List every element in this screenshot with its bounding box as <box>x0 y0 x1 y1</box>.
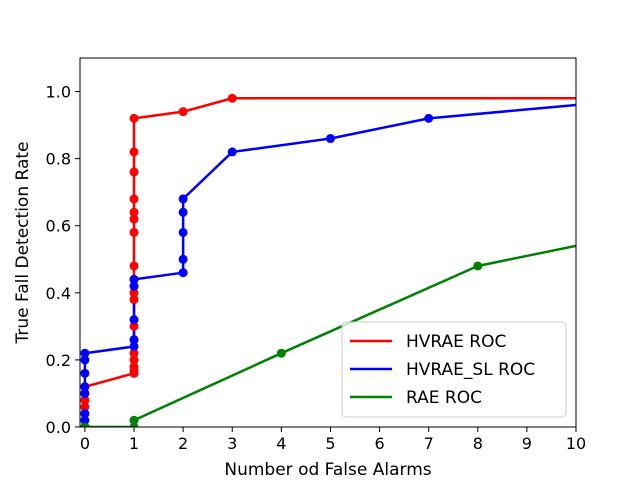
series-1-point <box>178 107 188 117</box>
series-1-point <box>129 214 139 224</box>
x-tick-label: 2 <box>178 434 188 453</box>
series-2-point <box>178 194 188 204</box>
series-2-point <box>178 268 188 278</box>
series-1-point <box>129 194 139 204</box>
legend-label-3: RAE ROC <box>406 388 482 408</box>
series-2-point <box>129 315 139 325</box>
series-1-point <box>129 113 139 123</box>
series-1-point <box>129 288 139 298</box>
series-2-point <box>178 207 188 217</box>
series-2-point <box>178 227 188 237</box>
legend-label-2: HVRAE_SL ROC <box>406 360 535 380</box>
x-tick-label: 0 <box>80 434 90 453</box>
series-line-3 <box>84 244 576 427</box>
series-1-point <box>129 295 139 305</box>
legend-box <box>341 321 567 418</box>
y-tick-label: 1.0 <box>46 83 71 102</box>
series-3-point <box>129 415 139 425</box>
series-2-point <box>80 368 90 378</box>
series-2-point <box>80 355 90 365</box>
x-tick-label: 1 <box>129 434 139 453</box>
legend-label-1: HVRAE ROC <box>406 332 506 352</box>
series-markers-layer <box>80 93 483 427</box>
series-1-point <box>129 348 139 358</box>
x-tick-label: 5 <box>325 434 335 453</box>
x-tick-label: 10 <box>566 434 586 453</box>
series-1-point <box>80 402 90 412</box>
series-2-point <box>80 415 90 425</box>
series-1-point <box>129 167 139 177</box>
x-axis: 0 1 2 3 4 5 6 7 8 9 10 <box>80 427 586 453</box>
series-2-point <box>178 254 188 264</box>
series-2-point <box>80 382 90 392</box>
series-2-point <box>424 113 434 123</box>
series-2-point <box>129 281 139 291</box>
series-1-point <box>129 227 139 237</box>
series-1-point <box>129 147 139 157</box>
series-1-point <box>80 395 90 405</box>
y-tick-label: 0.8 <box>46 150 71 169</box>
x-tick-label: 3 <box>227 434 237 453</box>
series-3-point <box>276 348 286 358</box>
series-2-point <box>129 341 139 351</box>
series-1-point <box>129 207 139 217</box>
x-tick-label: 4 <box>276 434 286 453</box>
series-3-point <box>473 261 483 271</box>
series-2-point <box>80 348 90 358</box>
series-2-point <box>80 388 90 398</box>
y-tick-label: 0.2 <box>46 351 71 370</box>
x-tick-label: 7 <box>424 434 434 453</box>
series-1-point <box>129 321 139 331</box>
series-1-point <box>227 93 237 103</box>
series-2-point <box>80 409 90 419</box>
x-axis-label: Number od False Alarms <box>224 460 431 480</box>
series-2-point <box>129 274 139 284</box>
series-1-point <box>129 261 139 271</box>
y-tick-label: 0.0 <box>46 418 71 437</box>
y-tick-label: 0.6 <box>46 217 71 236</box>
series-3-point <box>80 422 90 427</box>
series-2-point <box>227 147 237 157</box>
series-2-point <box>129 335 139 345</box>
plot-frame <box>79 57 577 428</box>
y-tick-label: 0.4 <box>46 284 71 303</box>
legend: HVRAE ROC HVRAE_SL ROC RAE ROC <box>341 321 567 418</box>
series-2-point <box>325 134 335 144</box>
x-tick-label: 9 <box>522 434 532 453</box>
y-axis: 0.0 0.2 0.4 0.6 0.8 1.0 <box>46 83 80 437</box>
series-1-point <box>129 362 139 372</box>
series-1-point <box>129 355 139 365</box>
y-axis-label: True Fall Detection Rate <box>13 142 33 345</box>
x-tick-label: 6 <box>374 434 384 453</box>
x-tick-label: 8 <box>473 434 483 453</box>
